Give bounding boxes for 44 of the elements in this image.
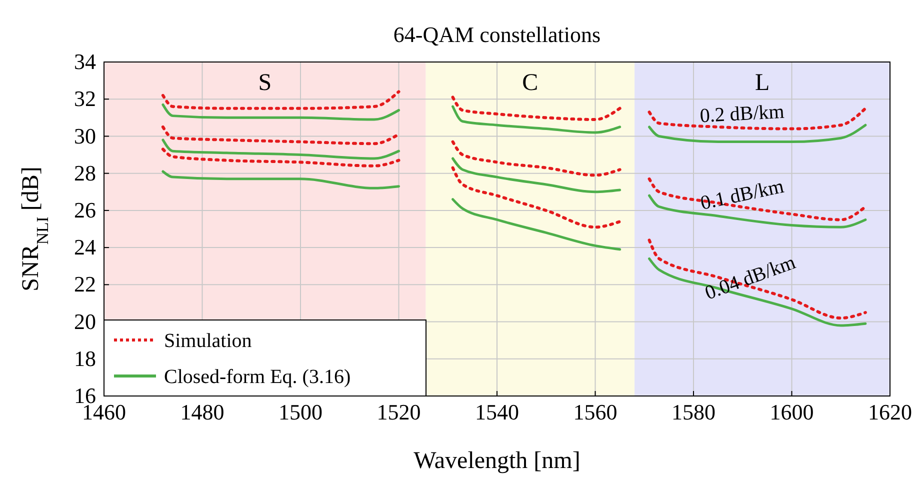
y-tick-label: 20	[74, 308, 96, 334]
y-tick-label: 18	[74, 346, 96, 371]
line-series	[161, 125, 400, 146]
y-tick-label: 30	[74, 123, 96, 148]
y-tick-label: 26	[74, 197, 96, 222]
line-series	[452, 105, 622, 134]
line-series	[648, 257, 867, 327]
line-series	[161, 148, 400, 168]
x-tick-label: 1540	[475, 400, 519, 425]
annotation: 0.1 dB/km	[698, 175, 786, 215]
line-series	[451, 166, 622, 229]
legend-label: Closed-form Eq. (3.16)	[164, 366, 351, 388]
y-tick-label: 24	[74, 234, 96, 260]
line-series	[162, 170, 400, 190]
annotation: 0.04 dB/km	[702, 251, 799, 304]
y-tick-label: 22	[74, 272, 96, 297]
band-label: S	[258, 70, 272, 96]
x-tick-label: 1520	[376, 400, 421, 425]
annotation: 0.2 dB/km	[699, 100, 786, 128]
line-series	[451, 140, 622, 177]
x-tick-label: 1560	[573, 400, 618, 425]
y-tick-label: 32	[74, 86, 96, 112]
x-tick-label: 1480	[180, 400, 224, 425]
legend-label: Simulation	[164, 330, 252, 352]
line-series	[648, 238, 867, 320]
x-tick-label: 1500	[278, 400, 322, 425]
x-axis-title: Wavelength [nm]	[414, 448, 580, 474]
band-label: L	[754, 70, 770, 96]
line-series	[452, 198, 622, 251]
chart-title: 64-QAM constellations	[393, 22, 601, 47]
line-series	[451, 96, 622, 122]
x-tick-label: 1600	[770, 400, 814, 425]
line-series	[162, 138, 400, 160]
line-series	[161, 90, 400, 110]
line-series	[162, 103, 400, 121]
y-tick-label: 28	[74, 160, 96, 186]
line-series	[648, 177, 867, 222]
line-series	[648, 106, 867, 130]
line-series	[648, 124, 867, 144]
x-tick-label: 1580	[672, 400, 716, 425]
y-tick-label: 34	[74, 49, 96, 74]
x-tick-label: 1620	[868, 400, 912, 425]
band-label: C	[522, 70, 538, 96]
line-series	[452, 157, 622, 194]
